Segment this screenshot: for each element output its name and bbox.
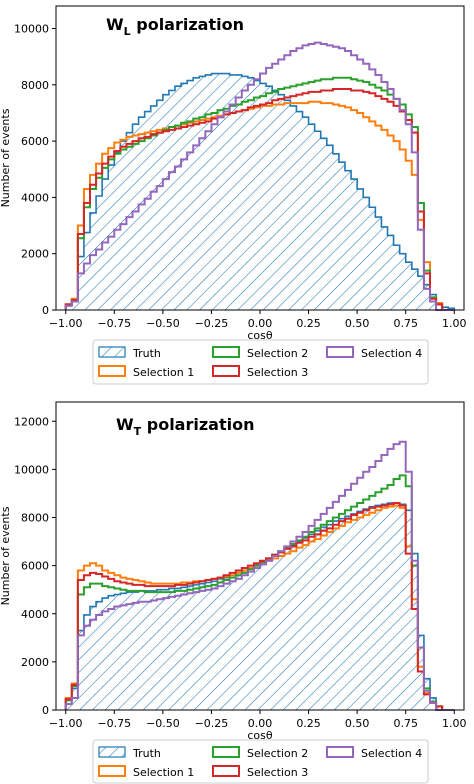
series-truth-line [64, 72, 456, 310]
series-selection-3-line [64, 502, 455, 711]
series-truth-fill [65, 503, 455, 710]
series-selection-3-line [64, 88, 455, 311]
y-tick-label: 4000 [21, 191, 49, 204]
x-tick-label: −1.00 [49, 717, 83, 730]
x-tick-label: 0.50 [345, 717, 370, 730]
x-axis-label: cosθ [247, 329, 273, 342]
y-tick-label: 6000 [21, 560, 49, 573]
y-tick-label: 6000 [21, 135, 49, 148]
chart-title: WT polarization [116, 415, 254, 438]
x-tick-label: −0.25 [195, 317, 229, 330]
legend-label-truth: Truth [132, 747, 161, 760]
x-tick-label: −0.75 [97, 317, 131, 330]
legend-swatch-selection-1 [98, 365, 126, 377]
y-tick-label: 0 [42, 304, 49, 317]
legend-entry-truth: Truth [98, 346, 161, 360]
legend-entry-selection-4: Selection 4 [326, 746, 422, 760]
x-tick-label: 0.75 [393, 317, 418, 330]
histogram-marks [64, 41, 456, 311]
y-tick-label: 12000 [14, 415, 49, 428]
chart-title-main: W [106, 15, 124, 34]
legend-frame [92, 739, 429, 784]
legend-swatch-selection-2 [212, 346, 240, 358]
legend-entry-selection-1: Selection 1 [98, 365, 194, 379]
legend-label-selection-3: Selection 3 [247, 766, 308, 779]
chart-wt-polarization: −1.00 −0.75 −0.50 −0.25 0.00 0.25 0.50 0.75 1.00… [0, 401, 467, 784]
y-tick-label: 4000 [21, 608, 49, 621]
legend-label-selection-3: Selection 3 [247, 366, 308, 379]
y-axis-label: Number of events [0, 108, 12, 207]
legend-swatch-selection-4 [326, 746, 354, 758]
legend-label-selection-1: Selection 1 [133, 366, 194, 379]
y-axis-label: Number of events [0, 506, 12, 605]
legend-swatch-selection-1 [98, 765, 126, 777]
chart-title-rest: polarization [141, 415, 254, 434]
chart-title: WL polarization [106, 15, 244, 38]
x-tick-label: 0.75 [393, 717, 418, 730]
x-tick-label: 0.25 [296, 717, 321, 730]
legend-entry-selection-3: Selection 3 [212, 365, 308, 379]
legend-label-truth: Truth [132, 347, 161, 360]
axis-ticks: −1.00 −0.75 −0.50 −0.25 0.00 0.25 0.50 0.75 1.00… [14, 23, 467, 330]
legend-label-selection-4: Selection 4 [361, 747, 422, 760]
chart-title-main: W [116, 415, 134, 434]
legend-entry-selection-4: Selection 4 [326, 346, 422, 360]
legend-entry-truth: Truth [98, 746, 161, 760]
y-tick-label: 2000 [21, 656, 49, 669]
legend-label-selection-1: Selection 1 [133, 766, 194, 779]
x-tick-label: 0.25 [296, 317, 321, 330]
y-tick-label: 8000 [21, 79, 49, 92]
chart-title-sub: T [134, 425, 142, 438]
legend-swatch-selection-4 [326, 346, 354, 358]
series-selection-4-line [64, 440, 455, 711]
y-tick-label: 10000 [14, 463, 49, 476]
legend-swatch-truth [98, 746, 126, 758]
x-tick-label: −0.25 [195, 717, 229, 730]
x-tick-label: −0.75 [97, 717, 131, 730]
legend-swatch-selection-3 [212, 365, 240, 377]
axis-ticks: −1.00 −0.75 −0.50 −0.25 0.00 0.25 0.50 0.75 1.00… [14, 415, 467, 730]
legend-swatch-truth [98, 346, 126, 358]
legend-label-selection-2: Selection 2 [247, 747, 308, 760]
chart-title-sub: L [124, 25, 131, 38]
x-tick-label: −0.50 [146, 317, 180, 330]
legend-entry-selection-2: Selection 2 [212, 346, 308, 360]
x-tick-label: 0.00 [248, 717, 273, 730]
legend-swatch-selection-2 [212, 746, 240, 758]
x-tick-label: −0.50 [146, 717, 180, 730]
legend: Truth Selection 1 Selection 2 Selection … [92, 339, 429, 385]
histogram-marks [64, 440, 455, 711]
legend-frame [92, 339, 429, 385]
y-tick-label: 8000 [21, 512, 49, 525]
legend-swatch-selection-3 [212, 765, 240, 777]
y-tick-label: 0 [42, 704, 49, 717]
x-tick-label: 0.00 [248, 317, 273, 330]
x-tick-label: 1.00 [442, 717, 467, 730]
x-tick-label: 0.50 [345, 317, 370, 330]
legend: Truth Selection 1 Selection 2 Selection … [92, 739, 429, 784]
series-truth-fill [65, 73, 455, 310]
y-tick-label: 10000 [14, 23, 49, 36]
chart-title-rest: polarization [131, 15, 244, 34]
legend-entry-selection-2: Selection 2 [212, 746, 308, 760]
x-tick-label: 1.00 [442, 317, 467, 330]
legend-entry-selection-3: Selection 3 [212, 765, 308, 779]
series-selection-4-line [64, 41, 455, 311]
legend-entry-selection-1: Selection 1 [98, 765, 194, 779]
legend-label-selection-2: Selection 2 [247, 347, 308, 360]
x-tick-label: −1.00 [49, 317, 83, 330]
chart-wl-polarization: −1.00 −0.75 −0.50 −0.25 0.00 0.25 0.50 0.75 1.00… [0, 5, 467, 385]
x-axis-label: cosθ [247, 729, 273, 742]
legend-label-selection-4: Selection 4 [361, 347, 422, 360]
y-tick-label: 2000 [21, 248, 49, 261]
